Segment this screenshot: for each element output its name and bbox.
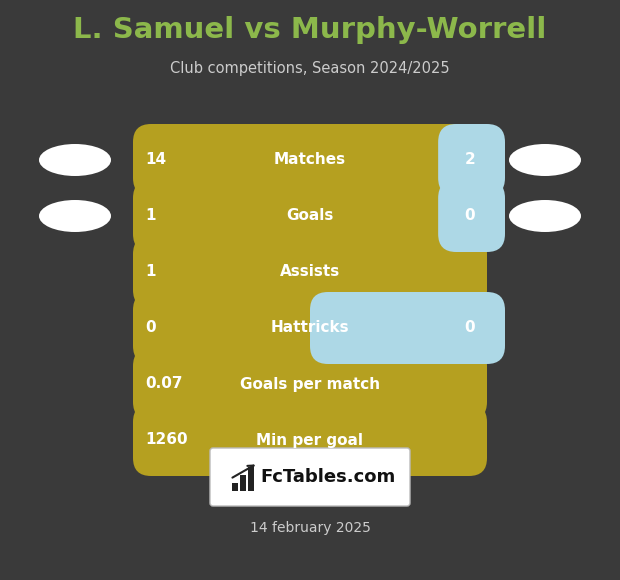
Text: 1: 1 bbox=[145, 208, 156, 223]
Text: 1: 1 bbox=[145, 264, 156, 280]
Text: Goals: Goals bbox=[286, 208, 334, 223]
Text: 2: 2 bbox=[464, 153, 475, 168]
Text: Min per goal: Min per goal bbox=[257, 433, 363, 448]
Text: 0: 0 bbox=[464, 321, 475, 335]
FancyBboxPatch shape bbox=[133, 292, 487, 364]
FancyBboxPatch shape bbox=[133, 124, 487, 196]
Text: FcTables.com: FcTables.com bbox=[260, 468, 396, 486]
Text: 0: 0 bbox=[145, 321, 156, 335]
Text: 14 february 2025: 14 february 2025 bbox=[250, 521, 370, 535]
Text: Hattricks: Hattricks bbox=[271, 321, 349, 335]
Text: Assists: Assists bbox=[280, 264, 340, 280]
FancyBboxPatch shape bbox=[210, 448, 410, 506]
FancyBboxPatch shape bbox=[133, 236, 487, 308]
Text: 0: 0 bbox=[464, 208, 475, 223]
FancyBboxPatch shape bbox=[232, 483, 238, 491]
Text: 1260: 1260 bbox=[145, 433, 188, 448]
FancyBboxPatch shape bbox=[133, 180, 487, 252]
Text: Goals per match: Goals per match bbox=[240, 376, 380, 392]
Ellipse shape bbox=[39, 144, 111, 176]
FancyBboxPatch shape bbox=[310, 292, 505, 364]
Text: Club competitions, Season 2024/2025: Club competitions, Season 2024/2025 bbox=[170, 60, 450, 75]
Ellipse shape bbox=[509, 144, 581, 176]
Ellipse shape bbox=[39, 200, 111, 232]
FancyBboxPatch shape bbox=[133, 348, 487, 420]
Text: L. Samuel vs Murphy-Worrell: L. Samuel vs Murphy-Worrell bbox=[73, 16, 547, 44]
FancyBboxPatch shape bbox=[438, 180, 505, 252]
Text: 14: 14 bbox=[145, 153, 166, 168]
FancyBboxPatch shape bbox=[240, 475, 246, 491]
Text: 0.07: 0.07 bbox=[145, 376, 182, 392]
FancyBboxPatch shape bbox=[248, 467, 254, 491]
Ellipse shape bbox=[509, 200, 581, 232]
Text: Matches: Matches bbox=[274, 153, 346, 168]
FancyBboxPatch shape bbox=[133, 404, 487, 476]
FancyBboxPatch shape bbox=[438, 124, 505, 196]
